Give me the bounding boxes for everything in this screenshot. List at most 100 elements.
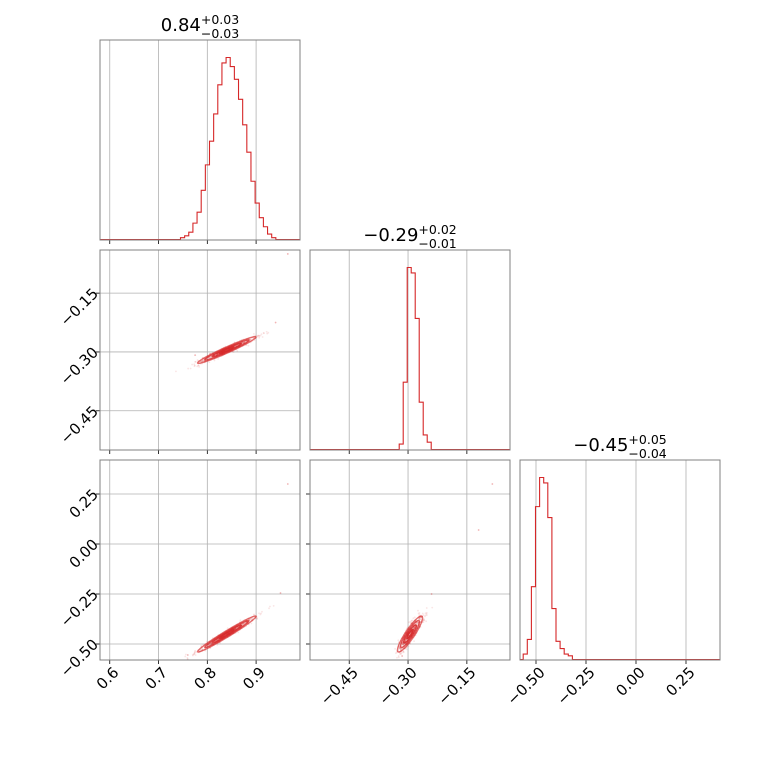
sample-point xyxy=(194,360,197,363)
sample-point xyxy=(232,351,235,353)
sample-point xyxy=(394,647,396,650)
sample-point xyxy=(397,639,400,642)
sample-point xyxy=(209,356,212,358)
sample-point xyxy=(217,357,219,360)
sample-point xyxy=(258,336,261,339)
sample-point xyxy=(208,361,211,364)
histogram-2 xyxy=(310,266,510,451)
sample-point xyxy=(402,643,405,646)
y-tick-label: 0.00 xyxy=(66,536,102,572)
sample-point xyxy=(260,612,262,615)
sample-point xyxy=(396,656,398,659)
sample-point xyxy=(191,363,194,366)
sample-point xyxy=(197,364,200,367)
sample-point xyxy=(248,338,251,341)
sample-point xyxy=(413,627,415,630)
sample-point xyxy=(418,617,421,620)
sample-point xyxy=(399,647,402,650)
sample-point xyxy=(189,367,192,370)
sample-point xyxy=(194,360,197,363)
sample-point xyxy=(193,364,196,367)
sample-point xyxy=(422,614,425,617)
sample-point xyxy=(399,647,402,650)
sample-point xyxy=(247,344,250,347)
title-median: −0.29 xyxy=(363,225,418,246)
outlier-point xyxy=(401,655,404,657)
sample-point xyxy=(413,626,416,629)
sample-point xyxy=(197,364,200,366)
sample-point xyxy=(258,334,261,337)
panel-background xyxy=(310,250,510,450)
sample-point xyxy=(412,617,415,620)
y-tick-label: −0.45 xyxy=(57,402,102,447)
sample-point xyxy=(397,656,400,659)
sample-point xyxy=(268,607,270,610)
sample-point xyxy=(417,612,420,615)
sample-point xyxy=(265,330,268,333)
contour-level xyxy=(403,624,417,644)
x-tick-label: 0.00 xyxy=(612,664,648,700)
panel-frame xyxy=(519,459,721,661)
y-tick-label: −0.15 xyxy=(57,285,102,330)
sample-point xyxy=(187,367,190,370)
sample-point xyxy=(398,647,401,650)
outlier-point xyxy=(279,592,282,594)
sample-point xyxy=(425,607,428,609)
sample-point xyxy=(413,627,415,629)
contours-1 xyxy=(196,335,257,365)
sample-point xyxy=(256,617,258,619)
sample-point xyxy=(415,622,418,624)
sample-point xyxy=(252,332,255,335)
sample-point xyxy=(196,365,199,368)
panel-frame xyxy=(99,39,301,241)
sample-point xyxy=(424,614,427,617)
sample-point xyxy=(266,332,269,335)
sample-point xyxy=(413,616,416,619)
contour-level xyxy=(399,619,421,649)
sample-point xyxy=(249,338,252,341)
sample-point xyxy=(209,356,212,359)
contour-level xyxy=(196,615,257,653)
sample-point xyxy=(186,657,189,659)
outlier-point xyxy=(186,654,189,656)
histogram-1 xyxy=(100,56,300,241)
panel-background xyxy=(100,460,300,660)
sample-point xyxy=(253,613,255,616)
sample-point xyxy=(236,349,239,352)
x-tick-label: −0.50 xyxy=(503,664,548,709)
sample-point xyxy=(201,359,204,362)
sample-point xyxy=(261,610,263,613)
panel-frame xyxy=(309,459,511,661)
title-plus-error: +0.05 xyxy=(628,432,666,447)
sample-point xyxy=(193,653,195,656)
sample-point xyxy=(411,619,414,622)
sample-point xyxy=(263,332,265,335)
sample-point xyxy=(262,332,265,334)
sample-point xyxy=(184,655,187,658)
param-title-2: −0.29+0.02 xyxy=(363,222,456,246)
contours-3 xyxy=(396,615,424,653)
title-minus-error: −0.04 xyxy=(628,446,666,461)
x-tick-label: −0.15 xyxy=(434,664,479,709)
sample-point xyxy=(409,620,412,623)
contour-level xyxy=(204,339,250,361)
sample-point xyxy=(239,619,242,622)
x-tick-label: 0.9 xyxy=(239,664,269,694)
panel-frame xyxy=(99,249,301,451)
outlier-point xyxy=(286,253,289,255)
sample-point xyxy=(242,341,244,344)
contour-level xyxy=(204,619,250,649)
param-title-3: −0.45+0.05 xyxy=(573,432,666,456)
y-tick-label: −0.50 xyxy=(57,636,102,681)
sample-point xyxy=(250,617,253,620)
sample-point xyxy=(194,651,196,654)
panel-background xyxy=(520,460,720,660)
x-tick-label: 0.7 xyxy=(142,664,172,694)
sample-point xyxy=(261,336,264,338)
outlier-point xyxy=(491,483,494,485)
contour-level xyxy=(211,342,243,358)
sample-point xyxy=(400,653,402,655)
sample-point xyxy=(401,651,403,654)
panel-background xyxy=(100,40,300,240)
